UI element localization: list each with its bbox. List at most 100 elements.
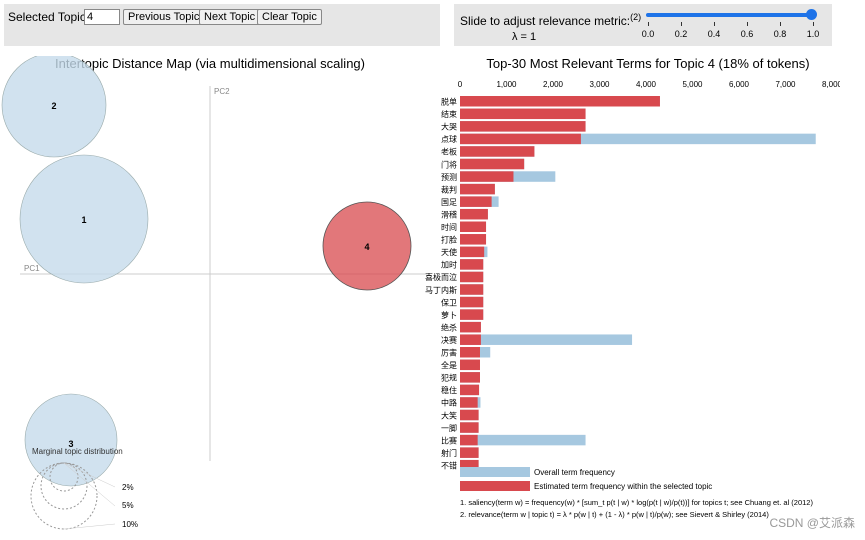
topic-frequency-bar[interactable] — [460, 397, 478, 408]
topic-control-bar: Selected Topic: Previous Topic Next Topi… — [4, 4, 440, 46]
term-label[interactable]: 天使 — [441, 247, 457, 257]
x-tick-label: 7,000 — [775, 80, 796, 89]
term-label[interactable]: 门将 — [441, 159, 457, 169]
term-label[interactable]: 厉害 — [441, 348, 457, 358]
topic-frequency-bar[interactable] — [460, 158, 525, 170]
topic-circle-4[interactable] — [322, 201, 412, 291]
marginal-legend-10pct: 10% — [122, 520, 138, 529]
topic-label-3: 3 — [68, 439, 73, 449]
term-label[interactable]: 保卫 — [441, 297, 457, 307]
topic-frequency-bar[interactable] — [460, 434, 478, 446]
term-label[interactable]: 预测 — [441, 172, 457, 182]
topic-circle-1[interactable] — [19, 154, 149, 284]
slider-track[interactable] — [646, 13, 812, 17]
topic-frequency-bar[interactable] — [460, 447, 479, 458]
topic-frequency-bar[interactable] — [460, 221, 487, 233]
topic-frequency-bar[interactable] — [460, 133, 581, 145]
term-label[interactable]: 点球 — [441, 134, 457, 144]
term-label[interactable]: 加时 — [441, 260, 457, 270]
topic-frequency-bar[interactable] — [460, 146, 535, 157]
term-label[interactable]: 萝卜 — [441, 310, 457, 320]
watermark: CSDN @艾派森 — [769, 516, 855, 530]
topic-frequency-bar[interactable] — [460, 359, 480, 371]
topic-frequency-bar[interactable] — [460, 271, 484, 283]
term-label[interactable]: 打脸 — [441, 235, 457, 245]
topic-frequency-bar[interactable] — [460, 321, 481, 333]
term-label[interactable]: 喜极而泣 — [425, 272, 457, 282]
topic-frequency-bar[interactable] — [460, 409, 479, 421]
topic-frequency-bar[interactable] — [460, 309, 484, 320]
previous-topic-button[interactable]: Previous Topic — [123, 9, 205, 25]
relevance-note: 2. relevance(term w | topic t) = λ * p(w… — [460, 510, 769, 519]
topic-frequency-bar[interactable] — [460, 284, 484, 295]
marginal-legend-title: Marginal topic distribution — [32, 447, 123, 456]
overall-frequency-bar[interactable] — [460, 434, 586, 446]
slider-label: Slide to adjust relevance metric:(2) — [460, 12, 642, 28]
x-tick-label: 8,000 — [822, 80, 840, 89]
topic-frequency-bar[interactable] — [460, 347, 480, 358]
topic-circle-3[interactable] — [24, 393, 118, 487]
saliency-note: 1. saliency(term w) = frequency(w) * [su… — [460, 498, 813, 507]
legend-tick-5 — [63, 462, 116, 507]
topic-frequency-bar[interactable] — [460, 296, 484, 308]
term-label[interactable]: 一脚 — [441, 423, 457, 433]
topic-frequency-bar[interactable] — [460, 246, 485, 258]
topic-frequency-bar[interactable] — [460, 208, 488, 220]
slider-thumb[interactable] — [806, 9, 817, 20]
term-label[interactable]: 时间 — [441, 222, 457, 232]
topic-frequency-bar[interactable] — [460, 108, 586, 120]
term-label[interactable]: 犯规 — [441, 373, 457, 383]
term-label[interactable]: 老板 — [441, 147, 457, 157]
selected-topic-input[interactable] — [84, 9, 120, 25]
pc2-label: PC2 — [214, 87, 230, 96]
term-label[interactable]: 决赛 — [441, 335, 457, 345]
term-label[interactable]: 稳住 — [441, 385, 457, 395]
x-tick-label: 2,000 — [543, 80, 564, 89]
term-label[interactable]: 裁判 — [441, 184, 457, 194]
overall-frequency-bar[interactable] — [460, 334, 633, 345]
term-label[interactable]: 比赛 — [441, 435, 457, 445]
topic-frequency-bar[interactable] — [460, 459, 479, 471]
term-label[interactable]: 大笑 — [441, 410, 457, 420]
topic-frequency-bar[interactable] — [460, 121, 586, 132]
next-topic-button[interactable]: Next Topic — [199, 9, 261, 25]
marginal-legend-circle-10 — [30, 462, 98, 530]
topic-frequency-bar[interactable] — [460, 96, 660, 107]
topic-frequency-bar[interactable] — [460, 259, 484, 270]
term-label[interactable]: 脱单 — [441, 97, 457, 107]
term-label[interactable]: 不错 — [441, 460, 457, 470]
x-tick-label: 4,000 — [636, 80, 657, 89]
topic-label-1: 1 — [81, 215, 86, 225]
bar-chart-title: Top-30 Most Relevant Terms for Topic 4 (… — [486, 56, 810, 71]
x-tick-label: 1,000 — [496, 80, 517, 89]
term-label[interactable]: 中路 — [441, 398, 457, 408]
topic-frequency-bar[interactable] — [460, 334, 481, 345]
overall-frequency-bar[interactable] — [460, 133, 816, 145]
slider-tick-label: 0.4 — [707, 29, 721, 39]
slider-tick-label: 1.0 — [806, 29, 820, 39]
term-label[interactable]: 全是 — [441, 360, 457, 370]
topic-circle-2[interactable] — [1, 56, 107, 158]
slider-tick-mark — [747, 22, 748, 26]
term-label[interactable]: 大哭 — [441, 122, 457, 132]
topic-frequency-bar[interactable] — [460, 196, 492, 207]
topic-frequency-bar[interactable] — [460, 234, 487, 245]
topic-frequency-bar[interactable] — [460, 384, 480, 396]
topic-frequency-bar[interactable] — [460, 183, 495, 195]
clear-topic-button[interactable]: Clear Topic — [257, 9, 322, 25]
lambda-value: λ = 1 — [512, 31, 537, 43]
topic-frequency-bar[interactable] — [460, 372, 480, 383]
term-label[interactable]: 国足 — [441, 198, 457, 207]
relevant-terms-bar-chart: 0 1,000 2,000 3,000 4,000 5,000 6,000 7,000 8,00… — [425, 80, 840, 519]
term-label[interactable]: 马丁内斯 — [425, 285, 457, 295]
slider-tick-mark — [813, 22, 814, 26]
slider-tick-label: 0.2 — [674, 29, 688, 39]
marginal-legend-circle-5 — [40, 462, 88, 510]
topic-frequency-bar[interactable] — [460, 422, 479, 433]
term-label[interactable]: 射门 — [441, 448, 457, 458]
term-label[interactable]: 绝杀 — [441, 322, 457, 332]
term-label[interactable]: 滑稽 — [441, 209, 457, 219]
slider-tick-mark — [714, 22, 715, 26]
term-label[interactable]: 结束 — [441, 109, 457, 119]
topic-frequency-bar[interactable] — [460, 171, 514, 182]
